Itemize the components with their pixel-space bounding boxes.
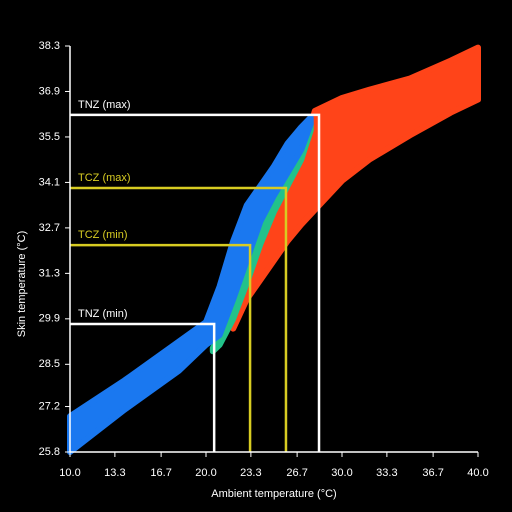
x-tick-label: 40.0 (467, 467, 488, 479)
threshold-line (70, 186, 288, 452)
y-tick-label: 29.9 (39, 313, 60, 325)
x-tick-label: 13.3 (104, 467, 125, 479)
y-tick-label: 27.2 (39, 400, 60, 412)
threshold-line (70, 243, 252, 452)
x-axis-label: Ambient temperature (°C) (211, 488, 336, 500)
x-tick-label: 36.7 (422, 467, 443, 479)
y-tick-label: 31.3 (39, 267, 60, 279)
y-tick-label: 28.5 (39, 358, 60, 370)
threshold-label: TNZ (min) (78, 308, 128, 320)
x-tick-label: 30.0 (331, 467, 352, 479)
y-tick-label: 25.8 (39, 446, 60, 458)
x-tick-label: 23.3 (240, 467, 261, 479)
x-tick-label: 16.7 (150, 467, 171, 479)
threshold-label: TNZ (max) (78, 99, 131, 111)
threshold-line (70, 113, 321, 452)
y-tick-label: 35.5 (39, 131, 60, 143)
threshold-label: TCZ (max) (78, 172, 131, 184)
y-tick-label: 34.1 (39, 176, 60, 188)
x-tick-label: 33.3 (376, 467, 397, 479)
threshold-line (70, 322, 216, 452)
y-tick-label: 32.7 (39, 222, 60, 234)
x-tick-label: 10.0 (59, 467, 80, 479)
x-tick-label: 20.0 (195, 467, 216, 479)
y-axis-label: Skin temperature (°C) (16, 231, 28, 338)
band-area (67, 114, 314, 455)
y-tick-label: 38.3 (39, 40, 60, 52)
y-tick-label: 36.9 (39, 85, 60, 97)
x-tick-label: 26.7 (286, 467, 307, 479)
threshold-label: TCZ (min) (78, 229, 128, 241)
